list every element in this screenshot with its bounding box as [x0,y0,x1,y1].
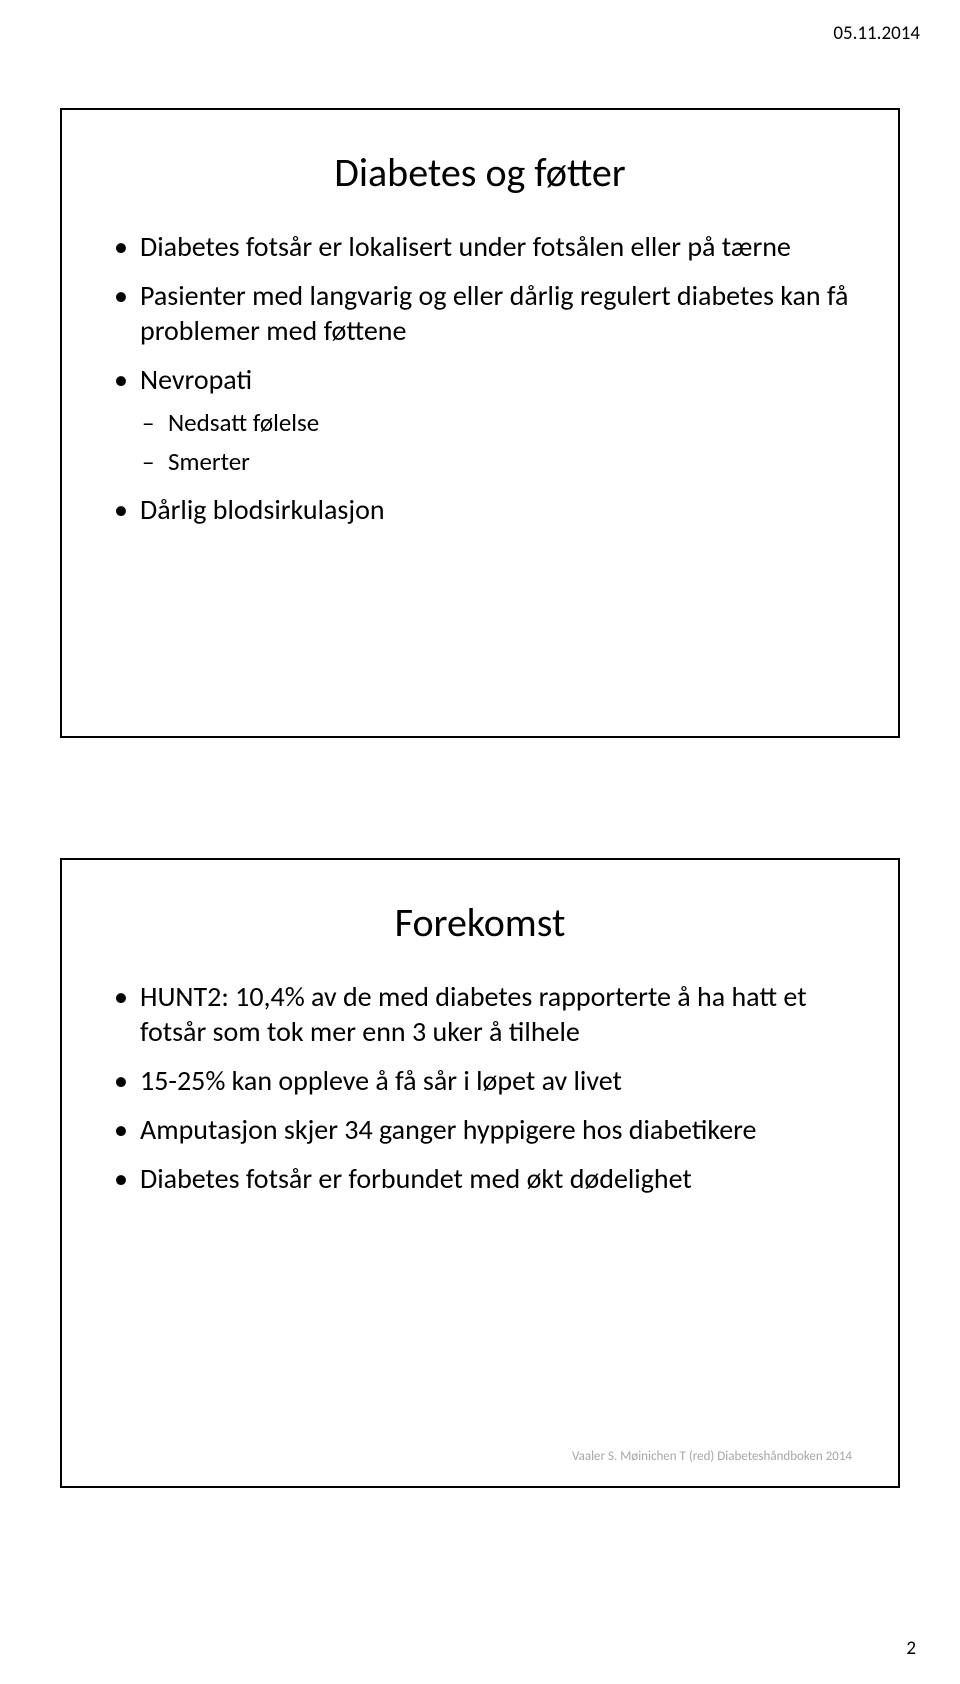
bullet-text: Nevropati [140,362,252,397]
sub-bullet-text: Nedsatt følelse [168,407,319,438]
sub-bullet-text: Smerter [168,446,250,477]
slide-1-bullets: Diabetes fotsår er lokalisert under fots… [110,229,850,527]
sub-bullet: Smerter [140,446,850,477]
bullet-text: 15-25% kan oppleve å få sår i løpet av l… [140,1063,622,1098]
bullet: Pasienter med langvarig og eller dårlig … [110,278,850,348]
bullet: Dårlig blodsirkulasjon [110,492,850,527]
slide-1: Diabetes og føtter Diabetes fotsår er lo… [60,108,900,738]
bullet: Diabetes fotsår er forbundet med økt død… [110,1161,850,1196]
slide-2-citation: Vaaler S. Møinichen T (red) Diabeteshånd… [572,1449,852,1464]
slide-2: Forekomst HUNT2: 10,4% av de med diabete… [60,858,900,1488]
slide-2-title: Forekomst [110,898,850,947]
slide-1-title: Diabetes og føtter [110,148,850,197]
bullet: HUNT2: 10,4% av de med diabetes rapporte… [110,979,850,1049]
bullet: 15-25% kan oppleve å få sår i løpet av l… [110,1063,850,1098]
bullet-text: Diabetes fotsår er forbundet med økt død… [140,1161,692,1196]
slide-2-bullets: HUNT2: 10,4% av de med diabetes rapporte… [110,979,850,1196]
bullet-text: Pasienter med langvarig og eller dårlig … [140,278,848,348]
sub-bullet: Nedsatt følelse [140,407,850,438]
bullet: Amputasjon skjer 34 ganger hyppigere hos… [110,1112,850,1147]
bullet-text: Amputasjon skjer 34 ganger hyppigere hos… [140,1112,757,1147]
bullet-text: HUNT2: 10,4% av de med diabetes rapporte… [140,979,807,1049]
bullet: Diabetes fotsår er lokalisert under fots… [110,229,850,264]
bullet-text: Dårlig blodsirkulasjon [140,492,385,527]
header-date: 05.11.2014 [833,22,920,45]
bullet: Nevropati Nedsatt følelse Smerter [110,362,850,478]
page-number: 2 [906,1637,916,1660]
bullet-text: Diabetes fotsår er lokalisert under fots… [140,229,791,264]
sub-bullets: Nedsatt følelse Smerter [140,407,850,478]
